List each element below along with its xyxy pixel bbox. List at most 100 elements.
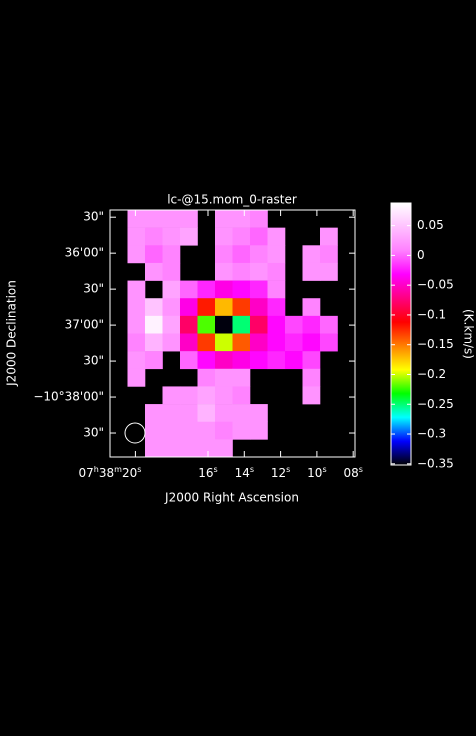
raster-cell — [162, 315, 181, 334]
colorbar-tick-label: −0.2 — [417, 367, 446, 381]
raster-cell — [285, 333, 303, 352]
raster-cell — [197, 351, 216, 370]
raster-cell — [127, 210, 146, 228]
raster-cell — [127, 333, 146, 352]
colorbar-tick-label: 0 — [417, 248, 425, 262]
raster-cell — [232, 280, 251, 299]
raster-cell — [145, 351, 163, 370]
raster-cell — [250, 333, 268, 352]
raster-cell — [215, 421, 233, 440]
raster-cell — [250, 210, 268, 228]
raster-cell — [250, 351, 268, 370]
raster-cell — [302, 245, 321, 264]
raster-cell — [302, 351, 321, 370]
colorbar-tick-label: −0.3 — [417, 427, 446, 441]
raster-cell — [232, 315, 251, 334]
raster-cell — [162, 404, 181, 423]
raster-cell — [180, 315, 198, 334]
raster-cell — [145, 210, 163, 228]
y-tick-label: 30" — [83, 426, 104, 440]
raster-cell — [145, 245, 163, 264]
raster-cell — [197, 439, 216, 458]
raster-cell — [162, 439, 181, 458]
colorbar-tick-label: −0.35 — [417, 456, 454, 470]
raster-cell — [250, 262, 268, 281]
raster-cell — [232, 368, 251, 387]
raster-cell — [145, 333, 163, 352]
raster-cell — [127, 298, 146, 317]
raster-cell — [197, 421, 216, 440]
x-tick-label: 10s — [307, 465, 326, 480]
raster-cell — [302, 333, 321, 352]
colorbar-tick-label: −0.15 — [417, 337, 454, 351]
raster-cell — [162, 227, 181, 246]
raster-cell — [267, 315, 286, 334]
raster-cell — [180, 280, 198, 299]
raster-cell — [180, 404, 198, 423]
colorbar — [390, 202, 412, 466]
x-tick-label: 16s — [198, 465, 217, 480]
colorbar-label: (K.km/s) — [462, 309, 476, 359]
raster-cell — [320, 262, 338, 281]
x-tick-label: 07h38m20s — [79, 465, 142, 480]
raster-cell — [145, 404, 163, 423]
plot-frame — [109, 209, 356, 458]
raster-cell — [250, 227, 268, 246]
chart-title: lc-@15.mom_0-raster — [167, 193, 297, 207]
raster-cell — [250, 315, 268, 334]
colorbar-tick-label: −0.25 — [417, 397, 454, 411]
raster-cell — [232, 245, 251, 264]
raster-cell — [180, 351, 198, 370]
raster-cell — [180, 439, 198, 458]
raster-cell — [232, 333, 251, 352]
x-tick-label: 12s — [271, 465, 290, 480]
raster-cell — [232, 298, 251, 317]
raster-cell — [267, 227, 286, 246]
raster-cell — [232, 386, 251, 405]
raster-cell — [232, 262, 251, 281]
y-tick-label: 37'00" — [65, 318, 104, 332]
raster-cell — [145, 227, 163, 246]
raster-cell — [180, 210, 198, 228]
y-tick-label: −10°38'00" — [33, 390, 104, 404]
raster-cell — [197, 298, 216, 317]
beam — [124, 422, 146, 444]
raster-cell — [162, 298, 181, 317]
raster-cell — [320, 227, 338, 246]
raster-cell — [215, 439, 233, 458]
raster-cell — [302, 315, 321, 334]
x-axis-label: J2000 Right Ascension — [164, 491, 299, 505]
x-tick-label: 14s — [235, 465, 254, 480]
raster-cell — [250, 404, 268, 423]
raster-cell — [215, 280, 233, 299]
raster-cell — [197, 404, 216, 423]
raster-cell — [215, 245, 233, 264]
raster-cell — [232, 227, 251, 246]
raster-cell — [232, 210, 251, 228]
raster-cell — [197, 280, 216, 299]
raster-cell — [232, 351, 251, 370]
raster-cell — [145, 439, 163, 458]
raster-cell — [145, 421, 163, 440]
y-tick-label: 30" — [83, 210, 104, 224]
raster-cell — [162, 333, 181, 352]
colorbar-tick-label: 0.05 — [417, 218, 444, 232]
raster-cell — [127, 280, 146, 299]
raster-cell — [267, 298, 286, 317]
colorbar-tick-label: −0.1 — [417, 307, 446, 321]
raster-cell — [267, 280, 286, 299]
raster-cell — [285, 315, 303, 334]
raster-cell — [302, 262, 321, 281]
raster-cell — [267, 351, 286, 370]
raster-cell — [127, 351, 146, 370]
raster-cell — [215, 227, 233, 246]
raster-cell — [197, 315, 216, 334]
raster-cell — [215, 262, 233, 281]
raster-cell — [320, 315, 338, 334]
raster-cell — [180, 421, 198, 440]
raster-cell — [302, 298, 321, 317]
raster — [127, 210, 338, 458]
raster-cell — [162, 386, 181, 405]
raster-cell — [162, 210, 181, 228]
